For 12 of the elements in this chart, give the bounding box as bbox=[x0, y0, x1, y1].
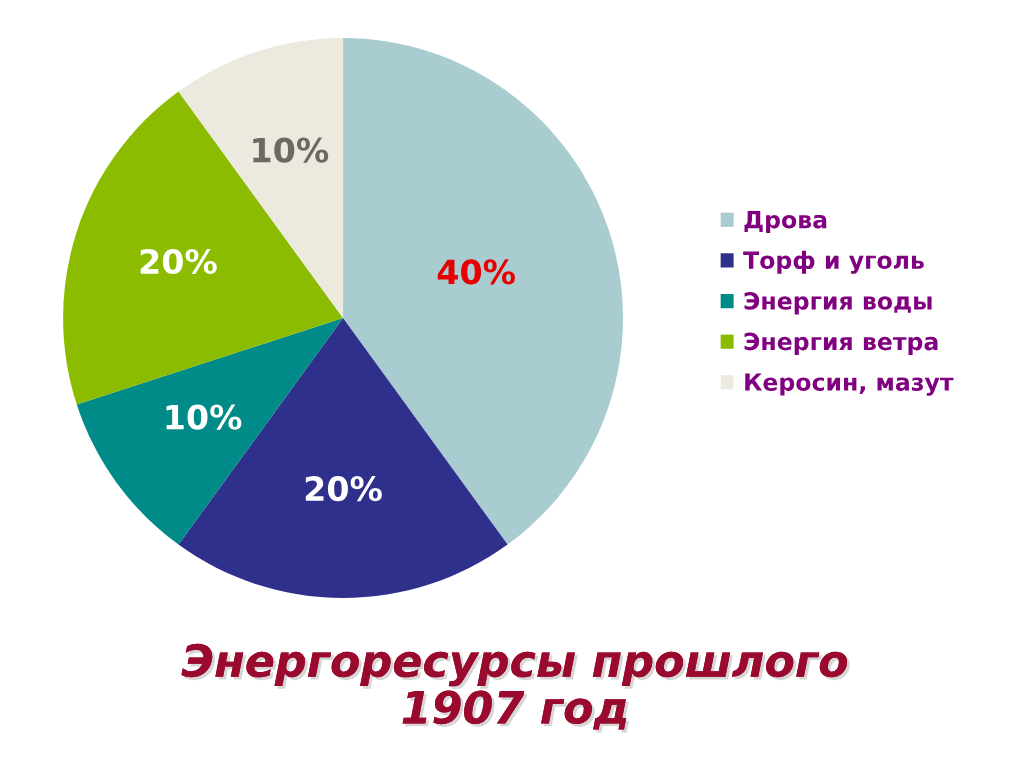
legend-label: Энергия воды bbox=[744, 291, 932, 315]
data-label: 10% bbox=[253, 137, 329, 163]
pie-slice bbox=[63, 91, 344, 405]
data-label: 10% bbox=[166, 404, 242, 430]
legend-label: Дрова bbox=[744, 210, 827, 234]
legend-label: Энергия ветра bbox=[744, 332, 938, 355]
data-label: 40% bbox=[437, 259, 515, 285]
text: Энергоресурсы прошлого 1907 год bbox=[181, 643, 850, 733]
legend-label: Керосин, мазут bbox=[745, 373, 954, 396]
data-label: 20% bbox=[140, 248, 217, 275]
data-label: 20% bbox=[305, 476, 382, 502]
legend-label: Торф и уголь bbox=[743, 250, 924, 274]
